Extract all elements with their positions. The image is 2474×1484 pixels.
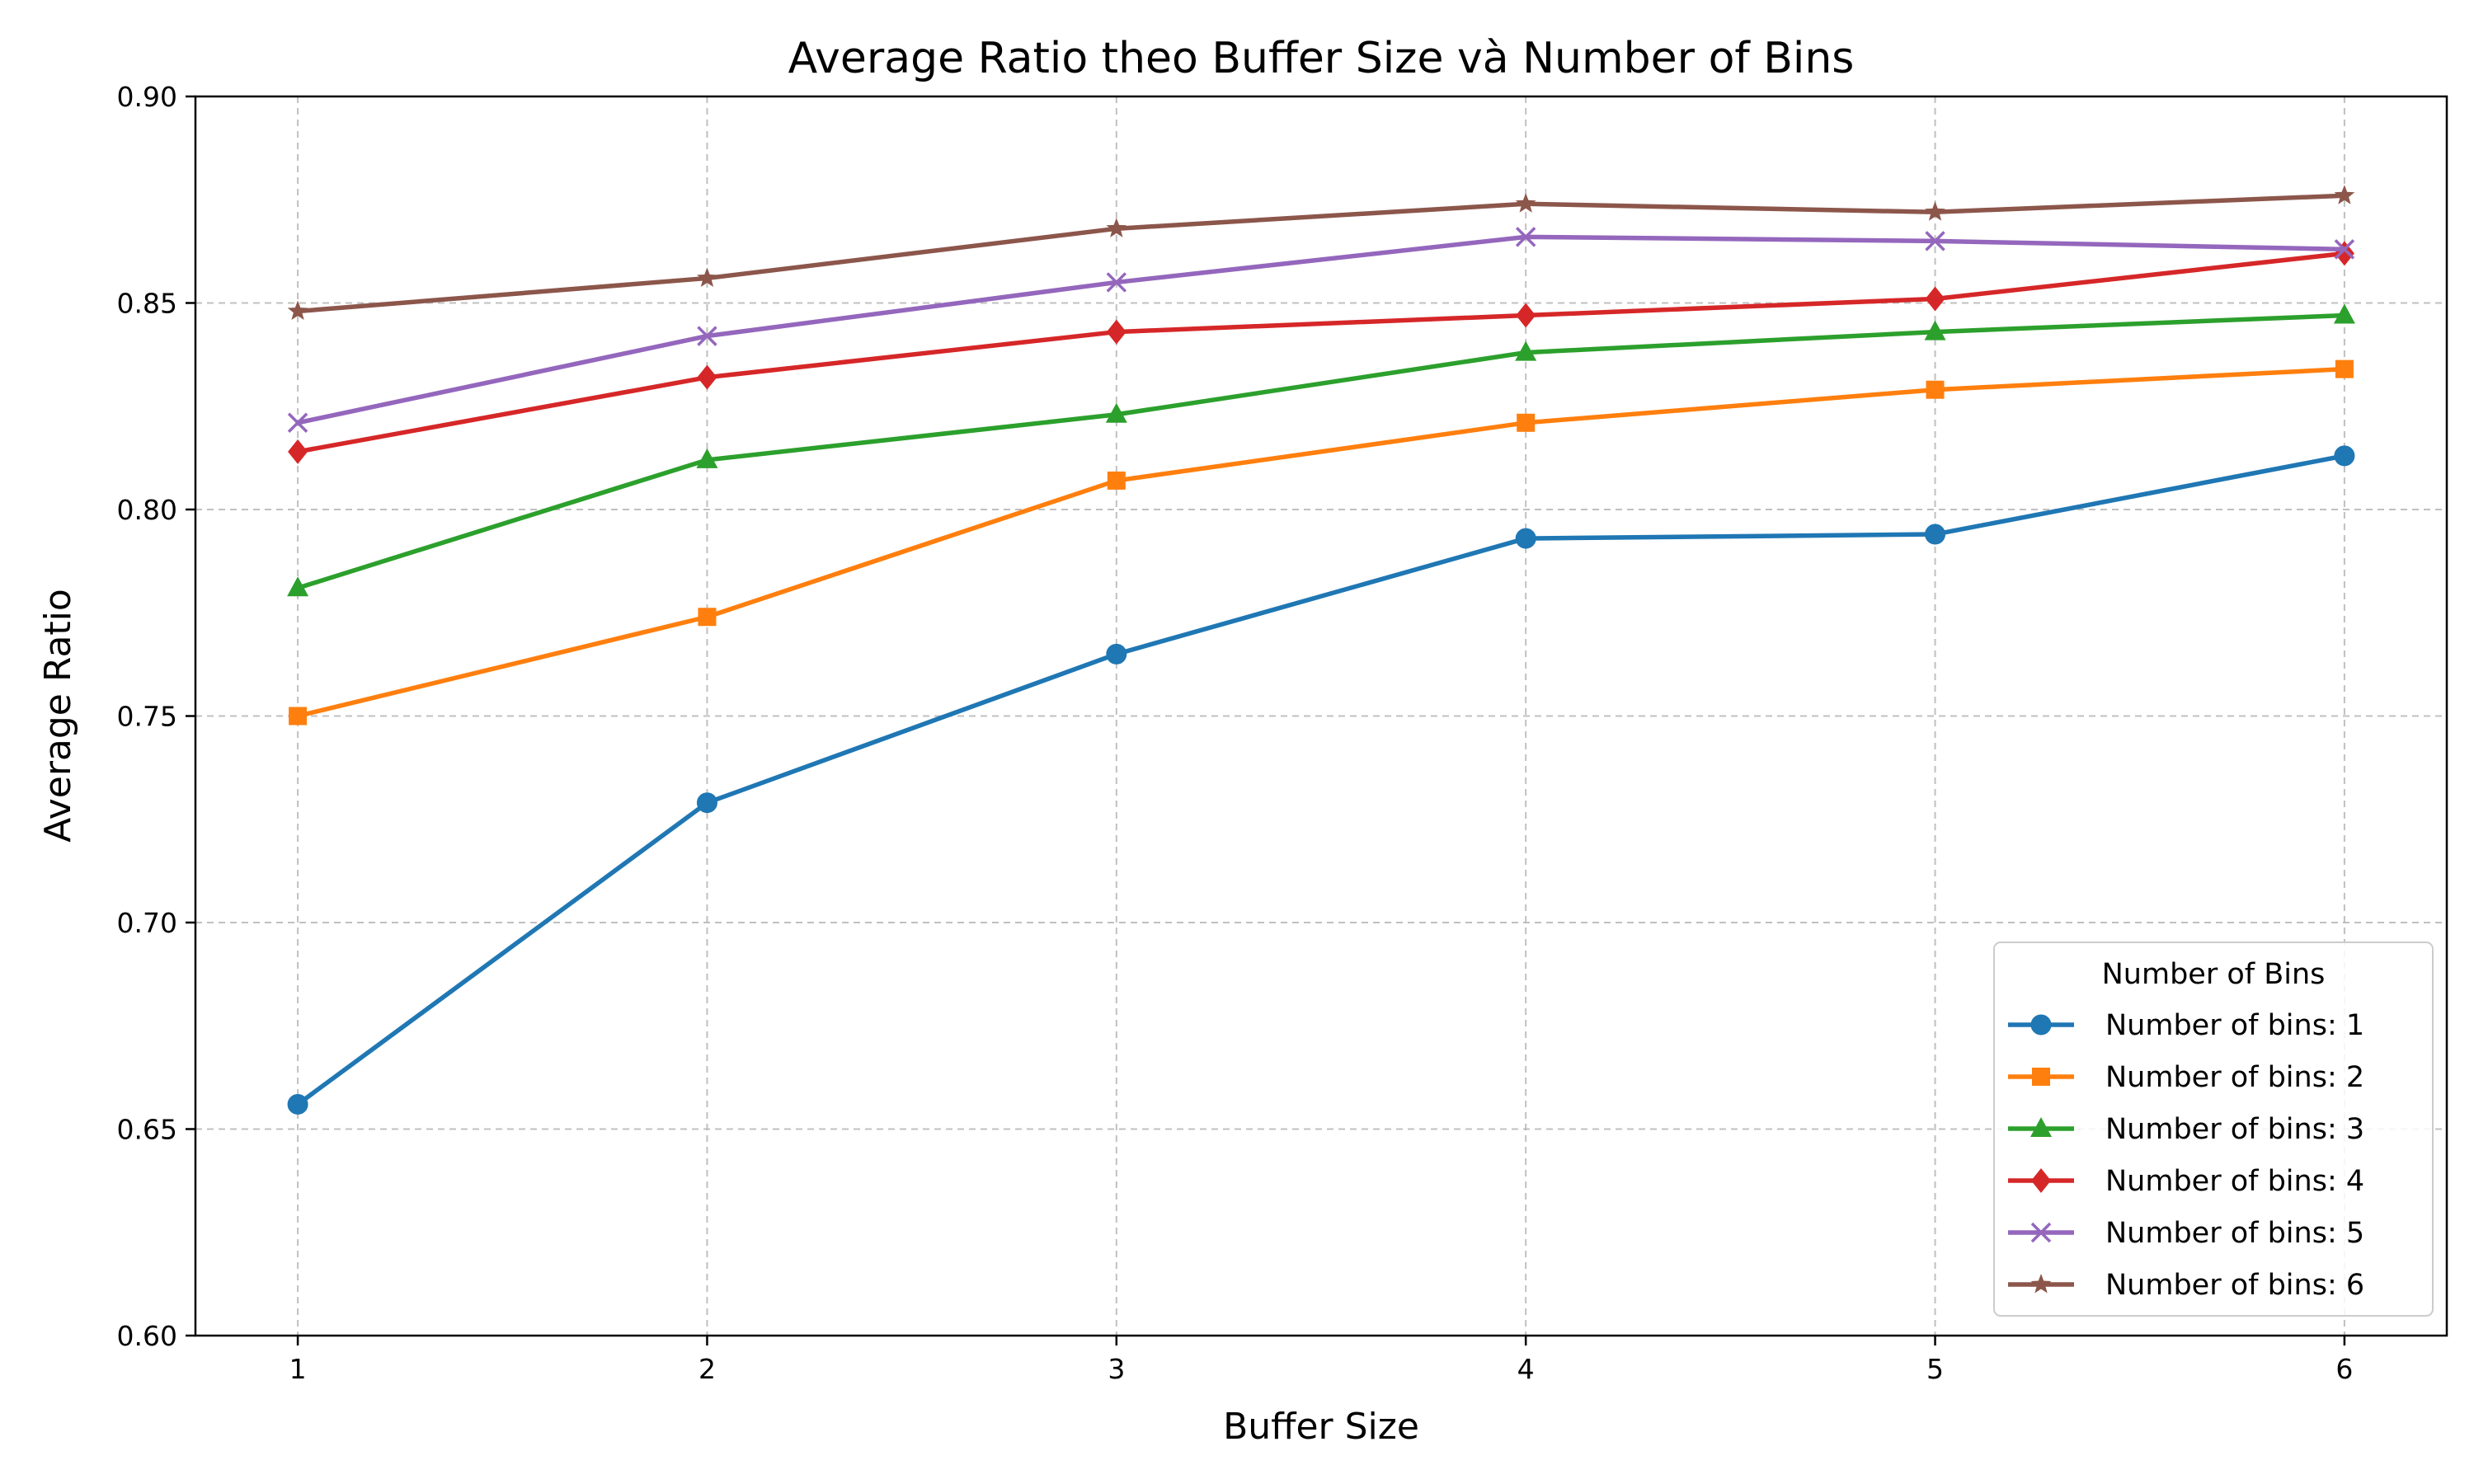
data-point [1105, 402, 1127, 423]
legend-marker [2032, 1068, 2050, 1086]
legend-marker [2030, 1014, 2052, 1036]
x-tick-label: 3 [1108, 1353, 1125, 1385]
series-1 [287, 445, 2355, 1115]
marker-stroke [697, 326, 717, 346]
series-6 [287, 185, 2355, 321]
data-point [287, 300, 308, 321]
legend-marker [2030, 1222, 2052, 1243]
grid [195, 96, 2447, 1336]
chart-title: Average Ratio theo Buffer Size và Number… [788, 34, 1855, 83]
legend-label: Number of bins: 2 [2105, 1061, 2364, 1094]
y-tick-label: 0.65 [117, 1114, 177, 1146]
x-tick-label: 1 [289, 1353, 307, 1385]
legend-entry: Number of bins: 3 [2008, 1113, 2364, 1146]
series-2 [289, 359, 2354, 726]
data-point [287, 412, 308, 434]
data-point [2334, 445, 2355, 467]
x-tick-label: 2 [698, 1353, 716, 1385]
legend-label: Number of bins: 5 [2105, 1217, 2364, 1250]
marker-stroke [1515, 227, 1536, 247]
y-axis-title: Average Ratio [37, 589, 79, 843]
legend-label: Number of bins: 3 [2105, 1113, 2364, 1146]
marker-stroke [2334, 239, 2355, 260]
legend-entry: Number of bins: 4 [2008, 1165, 2364, 1198]
data-point [1925, 201, 1945, 221]
y-tick-label: 0.60 [117, 1320, 177, 1352]
data-point [697, 364, 717, 390]
data-point [1924, 320, 1946, 340]
legend-entry: Number of bins: 5 [2008, 1217, 2364, 1250]
data-point [696, 792, 717, 814]
x-tick-label: 5 [1926, 1353, 1944, 1385]
legend-box [1993, 942, 2434, 1317]
legend-entry: Number of bins: 2 [2008, 1061, 2364, 1094]
series-3 [287, 303, 2355, 597]
legend-entry: Number of bins: 6 [2008, 1269, 2364, 1302]
data-point [287, 576, 309, 597]
data-point [1925, 231, 1945, 251]
series-line [295, 366, 2347, 719]
data-point [696, 448, 718, 468]
data-point [1106, 643, 1127, 665]
data-point [2334, 185, 2355, 204]
data-point [1106, 319, 1126, 345]
x-tick-label: 6 [2335, 1353, 2353, 1385]
marker-stroke [287, 412, 308, 434]
data-point [1515, 340, 1537, 361]
data-point [697, 326, 717, 346]
marker-stroke [2030, 1222, 2052, 1243]
y-tick-label: 0.85 [117, 288, 177, 320]
data-point [1925, 524, 1946, 545]
x-tick-label: 4 [1517, 1353, 1535, 1385]
data-point [1515, 528, 1536, 549]
data-point [1517, 413, 1536, 432]
series-line [295, 453, 2347, 1107]
y-tick-label: 0.70 [117, 907, 177, 939]
data-point [698, 608, 717, 627]
data-point [2335, 359, 2354, 378]
marker-stroke [1925, 231, 1945, 251]
data-point [1515, 227, 1536, 247]
marker-stroke [1106, 272, 1127, 293]
data-point [697, 267, 717, 287]
data-point [1515, 193, 1536, 213]
data-point [2333, 303, 2355, 324]
data-point [1106, 218, 1127, 237]
legend-marker [2030, 1117, 2052, 1137]
series-4 [288, 241, 2354, 464]
legend-label: Number of bins: 1 [2105, 1009, 2364, 1042]
data-point [289, 707, 308, 726]
data-point [288, 439, 308, 464]
axis-ticks: 1 2 3 4 5 6 0.60 0.65 0.70 0.75 0.80 0.85 0.90 [117, 81, 2354, 1385]
series-line [295, 312, 2347, 590]
legend-title: Number of Bins [2102, 958, 2326, 991]
legend-entry: Number of bins: 1 [2008, 1009, 2364, 1042]
x-axis-title: Buffer Size [1223, 1406, 1419, 1448]
y-tick-label: 0.90 [117, 81, 177, 113]
data-point [1516, 303, 1536, 328]
data-point [1925, 286, 1945, 312]
series-5 [287, 227, 2355, 434]
series-line [295, 193, 2347, 314]
data-point [1107, 471, 1126, 490]
series-line [295, 251, 2347, 454]
y-tick-label: 0.75 [117, 701, 177, 733]
legend-marker [2031, 1168, 2051, 1193]
y-tick-label: 0.80 [117, 494, 177, 526]
series-line [295, 234, 2347, 425]
data-point [287, 1093, 308, 1115]
legend-label: Number of bins: 4 [2105, 1165, 2364, 1198]
series-layer [287, 185, 2355, 1115]
legend: Number of Bins Number of bins: 1 Number o… [1993, 942, 2434, 1317]
legend-marker [2030, 1274, 2052, 1294]
data-point [2334, 239, 2355, 260]
legend-label: Number of bins: 6 [2105, 1269, 2364, 1302]
data-point [1106, 272, 1127, 293]
data-point [1926, 380, 1945, 399]
